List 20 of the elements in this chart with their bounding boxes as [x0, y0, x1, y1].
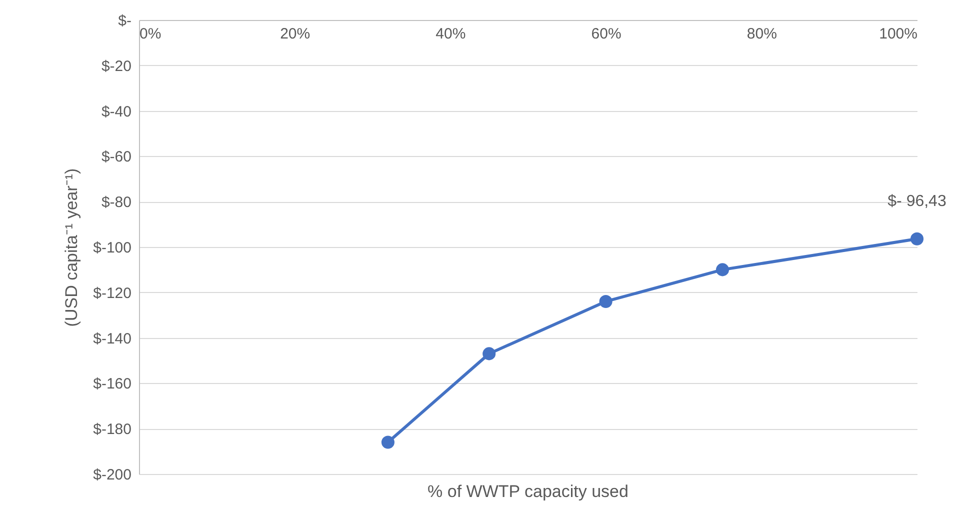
x-tick-label: 60%	[591, 26, 622, 42]
y-tick-label: $-40	[101, 103, 132, 120]
x-tick-label: 100%	[879, 26, 918, 42]
y-tick-label: $-100	[93, 240, 132, 256]
y-tick-label: $-180	[93, 421, 132, 438]
data-label: $- 96,43	[888, 192, 946, 210]
y-tick-label: $-140	[93, 330, 132, 348]
x-tick-label: 0%	[140, 26, 162, 42]
x-axis-title: % of WWTP capacity used	[428, 482, 628, 501]
y-tick-label: $-80	[101, 194, 132, 212]
y-tick-label: $-	[118, 12, 132, 30]
y-tick-label: $-160	[93, 376, 132, 393]
x-tick-label: 40%	[436, 26, 466, 42]
y-tick-label: $-200	[93, 466, 132, 484]
x-tick-label: 80%	[746, 26, 777, 42]
y-axis-title: (USD capita⁻¹ year⁻¹)	[62, 168, 82, 327]
y-tick-label: $-120	[93, 284, 132, 302]
y-tick-label: $-60	[101, 148, 132, 166]
y-tick-label: $-20	[101, 58, 132, 75]
x-tick-label: 20%	[280, 26, 310, 42]
